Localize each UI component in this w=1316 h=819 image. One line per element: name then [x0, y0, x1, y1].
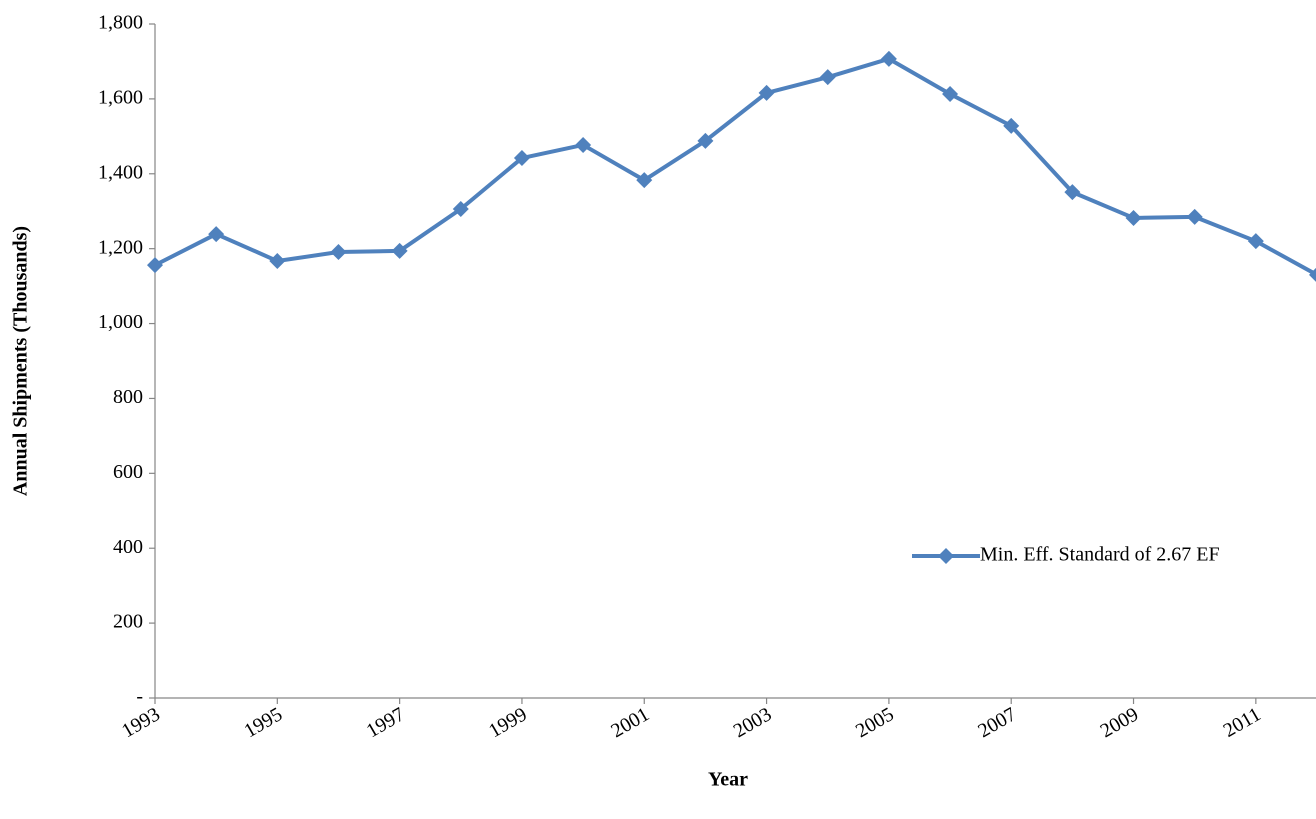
marker — [758, 84, 775, 101]
marker — [1125, 209, 1142, 226]
marker — [330, 244, 347, 261]
marker — [1309, 267, 1316, 282]
x-tick-label: 2005 — [852, 703, 898, 742]
marker — [1003, 117, 1020, 134]
y-tick-label: 800 — [113, 386, 143, 408]
y-axis-label: Annual Shipments (Thousands) — [10, 226, 32, 496]
x-tick-label: 1993 — [118, 703, 164, 742]
y-tick-label: 1,000 — [98, 311, 143, 333]
marker — [1064, 184, 1081, 201]
marker — [208, 226, 225, 243]
y-tick-label: 1,200 — [98, 236, 143, 258]
x-tick-label: 2011 — [1220, 703, 1265, 742]
marker — [942, 86, 959, 103]
marker — [391, 242, 408, 259]
y-tick-label: 1,400 — [98, 161, 143, 183]
x-tick-label: 2009 — [1097, 703, 1143, 742]
marker — [1186, 208, 1203, 225]
marker — [1247, 233, 1264, 250]
x-tick-label: 1999 — [485, 703, 531, 742]
y-tick-label: 200 — [113, 611, 143, 633]
x-tick-label: 1997 — [363, 703, 409, 742]
marker — [513, 150, 530, 167]
marker — [147, 257, 163, 274]
marker — [575, 136, 592, 153]
x-tick-label: 2003 — [730, 703, 776, 742]
y-tick-label: - — [136, 686, 143, 708]
y-tick-label: 1,600 — [98, 86, 143, 108]
series-line — [154, 56, 1316, 277]
x-tick-label: 2001 — [607, 703, 653, 742]
marker — [452, 200, 469, 217]
marker — [819, 69, 836, 86]
x-tick-label: 1995 — [240, 703, 286, 742]
marker — [697, 132, 714, 149]
legend-marker — [938, 548, 954, 564]
marker — [636, 172, 653, 189]
y-tick-label: 400 — [113, 536, 143, 558]
y-tick-label: 1,800 — [98, 12, 143, 34]
marker — [269, 253, 286, 270]
legend-label: Min. Eff. Standard of 2.67 EF — [980, 544, 1220, 566]
y-tick-label: 600 — [113, 461, 143, 483]
x-tick-label: 2007 — [974, 703, 1020, 742]
marker — [880, 50, 897, 67]
x-axis-label: Year — [708, 769, 748, 791]
